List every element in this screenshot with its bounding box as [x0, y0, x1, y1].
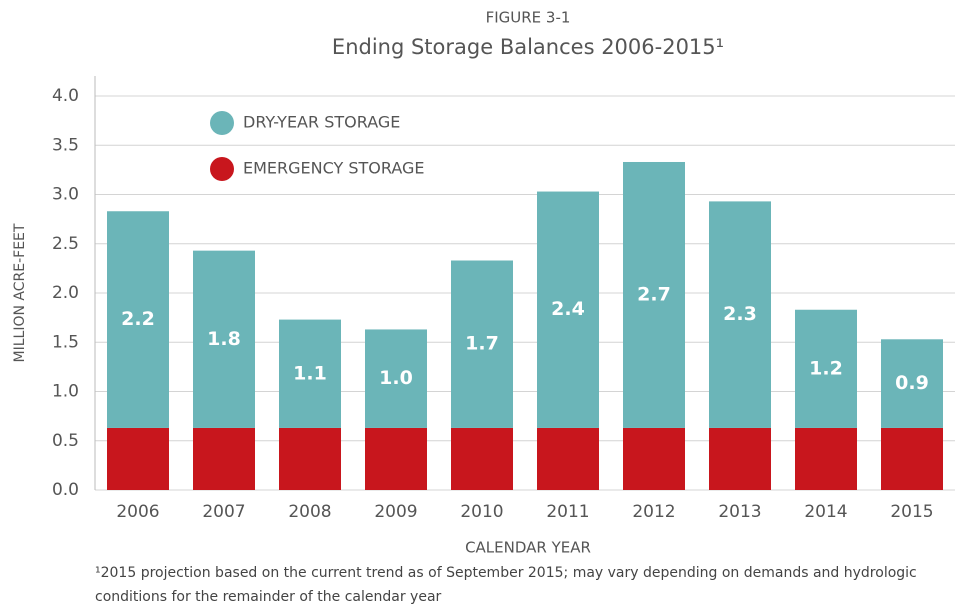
bar-segment: [279, 427, 341, 490]
bar-segment: [365, 427, 427, 490]
x-tick-label: 2014: [804, 502, 847, 522]
bar-segment: [709, 201, 771, 428]
bar-segment: [279, 319, 341, 428]
bar-segment: [107, 427, 169, 490]
data-label: 1.7: [465, 333, 499, 355]
bar-segment: [451, 260, 513, 428]
y-tick-label: 0.5: [52, 431, 79, 451]
legend-label: EMERGENCY STORAGE: [243, 159, 425, 178]
y-tick-label: 1.0: [52, 382, 79, 402]
footnote: ¹2015 projection based on the current tr…: [95, 565, 917, 605]
bar-segment: [709, 427, 771, 490]
data-label: 0.9: [895, 372, 929, 394]
data-label: 2.2: [121, 308, 155, 330]
bar-segment: [193, 250, 255, 428]
bar-segment: [795, 309, 857, 428]
y-tick-label: 1.5: [52, 332, 79, 352]
x-tick-label: 2011: [546, 502, 589, 522]
bar-segment: [795, 427, 857, 490]
data-label: 1.2: [809, 357, 843, 379]
data-label: 2.4: [551, 298, 585, 320]
x-tick-label: 2009: [374, 502, 417, 522]
chart-title: Ending Storage Balances 2006-2015¹: [332, 35, 724, 59]
y-tick-label: 3.5: [52, 135, 79, 155]
x-tick-label: 2008: [288, 502, 331, 522]
bar-segment: [623, 161, 685, 428]
bar-segment: [881, 427, 943, 490]
bar-segment: [365, 329, 427, 428]
x-tick-label: 2006: [116, 502, 159, 522]
bar-segment: [537, 427, 599, 490]
bar-segment: [623, 427, 685, 490]
data-label: 2.7: [637, 283, 671, 305]
y-tick-label: 2.5: [52, 234, 79, 254]
y-tick-label: 2.0: [52, 283, 79, 303]
bar-segment: [881, 339, 943, 428]
y-tick-label: 0.0: [52, 480, 79, 500]
supertitle: FIGURE 3-1: [486, 9, 571, 27]
bar-segment: [193, 427, 255, 490]
x-tick-label: 2012: [632, 502, 675, 522]
x-tick-label: 2015: [890, 502, 933, 522]
x-axis-label: CALENDAR YEAR: [465, 539, 591, 557]
data-label: 1.0: [379, 367, 413, 389]
legend-marker: [210, 157, 234, 181]
y-tick-label: 4.0: [52, 86, 79, 106]
legend-label: DRY-YEAR STORAGE: [243, 113, 400, 132]
bar-segment: [107, 211, 169, 428]
bar-segment: [451, 427, 513, 490]
x-tick-label: 2007: [202, 502, 245, 522]
legend-marker: [210, 111, 234, 135]
y-axis-label: MILLION ACRE-FEET: [12, 223, 28, 362]
chart: FIGURE 3-1 Ending Storage Balances 2006-…: [12, 9, 955, 557]
data-label: 2.3: [723, 303, 757, 325]
data-label: 1.8: [207, 328, 241, 350]
x-tick-label: 2013: [718, 502, 761, 522]
x-tick-label: 2010: [460, 502, 503, 522]
bar-segment: [537, 191, 599, 428]
data-label: 1.1: [293, 362, 327, 384]
y-tick-label: 3.0: [52, 185, 79, 205]
